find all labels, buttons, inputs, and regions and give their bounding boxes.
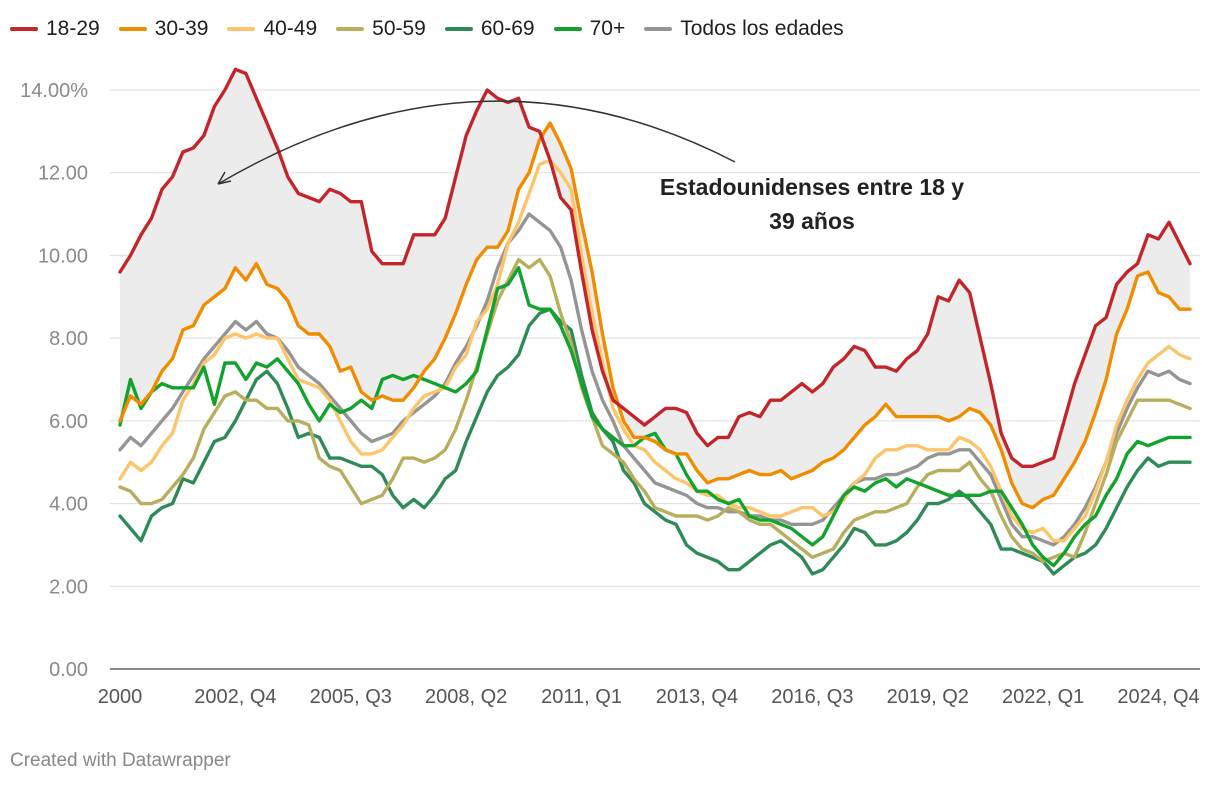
legend-item: 18-29: [10, 17, 100, 41]
y-tick-label: 6.00: [49, 411, 88, 433]
series-line-todos-los-edades: [118, 212, 1192, 547]
x-tick-label: 2022, Q1: [1002, 686, 1084, 708]
series-line-60-69: [118, 307, 1192, 576]
x-tick-label: 2008, Q2: [425, 686, 507, 708]
legend-swatch: [444, 27, 473, 31]
y-tick-label: 2.00: [49, 576, 88, 598]
shaded-band: [120, 69, 1190, 508]
shaded-band-layer: [120, 69, 1190, 508]
legend-label: 18-29: [46, 17, 100, 40]
series-line-50-59: [118, 257, 1192, 564]
legend-swatch: [644, 27, 673, 31]
legend-label: 70+: [589, 17, 626, 40]
axis-labels: 0.00 2.00 4.00 6.00 8.00 10.00 12.00 14.00% 2000…: [20, 80, 1200, 708]
chart-legend: 18-29 30-39 40-49 50-59 60-69 70+ Todos los ed…: [10, 14, 863, 44]
annotation-arrow: [217, 100, 736, 185]
annotation-arrowhead: [217, 171, 232, 185]
y-tick-label: 10.00: [38, 245, 88, 267]
legend-swatch: [227, 27, 256, 31]
series-lines: [118, 67, 1192, 576]
x-tick-label: 2011, Q1: [541, 686, 622, 708]
legend-label: 60-69: [480, 17, 535, 40]
series-line-70: [118, 266, 1192, 568]
x-tick-label: 2005, Q3: [310, 686, 392, 708]
x-tick-label: 2016, Q3: [771, 686, 853, 708]
y-tick-label: 8.00: [49, 328, 88, 350]
series-line-18-29: [118, 67, 1192, 468]
legend-swatch: [553, 27, 582, 31]
legend-item: Todos los edades: [644, 17, 844, 41]
legend-item: 50-59: [336, 17, 426, 41]
datawrapper-credit: Created with Datawrapper: [10, 750, 231, 771]
annotation: Estadounidenses entre 18 y 39 años: [217, 100, 964, 234]
legend-item: 70+: [553, 17, 626, 41]
y-tick-label: 0.00: [49, 659, 88, 681]
x-tick-label: 2000: [98, 686, 143, 708]
legend-swatch: [10, 27, 38, 31]
x-tick-label: 2002, Q4: [194, 686, 276, 708]
legend-item: 30-39: [118, 17, 209, 41]
x-tick-label: 2013, Q4: [656, 686, 738, 708]
legend-label: 30-39: [154, 17, 209, 40]
legend-label: Todos los edades: [680, 17, 844, 40]
series-line-40-49: [118, 158, 1192, 543]
legend-swatch: [336, 27, 365, 31]
series-line-30-39: [118, 121, 1192, 510]
legend-label: 50-59: [372, 17, 426, 40]
y-tick-label: 12.00: [38, 163, 88, 185]
y-tick-label: 14.00%: [20, 80, 88, 102]
annotation-line-1: Estadounidenses entre 18 y: [660, 174, 964, 200]
x-tick-label: 2019, Q2: [887, 686, 969, 708]
annotation-line-2: 39 años: [769, 208, 855, 234]
y-tick-label: 4.00: [49, 494, 88, 516]
legend-item: 40-49: [227, 17, 317, 41]
legend-swatch: [118, 27, 147, 31]
x-tick-label: 2024, Q4: [1117, 686, 1199, 708]
legend-item: 60-69: [444, 17, 535, 41]
legend-label: 40-49: [263, 17, 318, 40]
